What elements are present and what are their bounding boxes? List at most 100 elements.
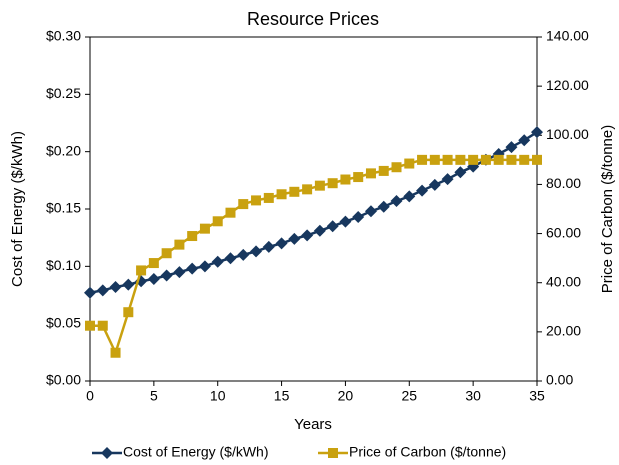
data-point [250,245,263,258]
chart-title: Resource Prices [247,9,379,29]
data-point [96,284,109,297]
data-point [403,190,416,203]
data-point [518,134,531,147]
data-point [326,220,339,233]
y-tick-label: $0.20 [46,142,81,158]
data-point [301,229,314,242]
y2-tick-label: 0.00 [546,372,573,388]
data-point [353,172,364,183]
data-point [136,265,147,276]
data-point [85,320,95,331]
y-tick-label: $0.15 [46,200,81,216]
data-point [288,232,301,245]
data-point [417,154,428,165]
data-point [161,248,172,259]
data-point [212,216,223,227]
data-point [468,154,479,165]
data-point [454,166,467,179]
data-point [224,252,237,265]
data-point [313,224,326,237]
data-point [441,173,454,186]
y2-tick-label: 40.00 [546,273,581,289]
data-point [493,154,504,165]
x-tick-label: 10 [210,388,226,404]
y-tick-label: $0.00 [46,372,81,388]
data-point [122,278,135,291]
data-point [442,154,453,165]
y-tick-label: $0.05 [46,314,81,330]
data-point [377,200,390,213]
data-point [225,207,236,218]
x-tick-label: 35 [529,388,545,404]
x-tick-label: 30 [465,388,481,404]
data-point [109,280,122,293]
data-point [314,180,325,191]
legend-label: Price of Carbon ($/tonne) [349,444,506,460]
data-point [506,154,517,165]
data-point [429,154,440,165]
data-point [186,262,199,275]
data-point [211,255,224,268]
data-point [327,178,338,189]
y2-tick-label: 120.00 [546,77,589,93]
y2-tick-label: 20.00 [546,323,581,339]
data-point [174,239,185,250]
data-point [110,347,121,358]
data-point [428,178,441,191]
data-point [198,260,211,273]
y-tick-label: $0.30 [46,28,81,44]
data-point [519,154,530,165]
data-point [505,141,518,154]
y2-tick-label: 60.00 [546,224,581,240]
legend-label: Cost of Energy ($/kWh) [123,444,269,460]
x-tick-label: 0 [86,388,94,404]
data-point [238,199,249,210]
data-point [97,320,108,331]
data-point [302,184,313,195]
y-tick-label: $0.10 [46,257,81,273]
plot-frame [89,36,538,382]
data-point [84,286,96,299]
x-tick-label: 25 [401,388,417,404]
data-point [263,192,274,203]
data-point [365,168,376,179]
data-point [160,269,173,282]
y2-tick-label: 100.00 [546,126,589,142]
data-point [378,165,389,176]
y2-tick-label: 80.00 [546,175,581,191]
series-line [90,158,537,357]
x-axis-label: Years [294,416,332,433]
data-point [173,266,186,279]
y-axis-label: Cost of Energy ($/kWh) [9,131,26,287]
data-point [391,162,402,173]
data-point [275,237,288,250]
data-point [480,154,491,165]
y2-tick-label: 140.00 [546,28,589,44]
data-point [340,174,351,185]
data-point [532,154,542,165]
data-point [416,184,429,197]
data-point [276,189,287,200]
x-tick-label: 15 [274,388,290,404]
data-point [237,248,250,261]
data-point [199,223,210,234]
data-point [251,195,262,206]
x-tick-label: 20 [338,388,354,404]
data-point [531,126,543,139]
data-point [352,211,365,224]
data-point [339,215,352,228]
y-tick-label: $0.25 [46,85,81,101]
legend-marker [328,448,338,458]
legend-marker [101,447,113,459]
data-point [187,231,198,242]
data-point [390,194,403,207]
data-point [364,205,377,218]
data-point [147,272,160,285]
y2-axis-label: Price of Carbon ($/tonne) [599,125,616,293]
data-point [148,258,159,269]
data-point [262,240,275,253]
x-tick-label: 5 [150,388,158,404]
data-point [455,154,466,165]
data-point [289,186,300,197]
